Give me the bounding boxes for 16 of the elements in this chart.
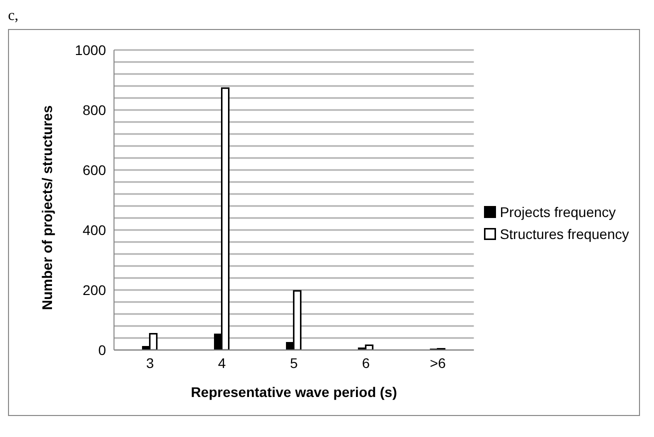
y-tick-label: 1000 [74,42,106,58]
y-tick-label: 400 [82,222,106,238]
chart-title: c, [8,8,20,25]
x-tick-label: 5 [290,354,298,371]
x-tick-label: 4 [218,354,226,371]
legend-label: Structures frequency [500,226,629,242]
x-tick-label: 3 [146,354,154,371]
x-tick-label: 6 [362,354,370,371]
y-tick-label: 0 [98,342,106,358]
x-axis-title: Representative wave period (s) [190,384,398,400]
legend-label: Projects frequency [500,204,616,220]
y-tick-label: 800 [82,102,106,118]
x-tick-label: >6 [430,354,446,371]
y-tick-label: 600 [82,162,106,178]
y-axis-title: Number of projects/ structures [38,105,55,310]
y-tick-label: 200 [82,282,106,298]
